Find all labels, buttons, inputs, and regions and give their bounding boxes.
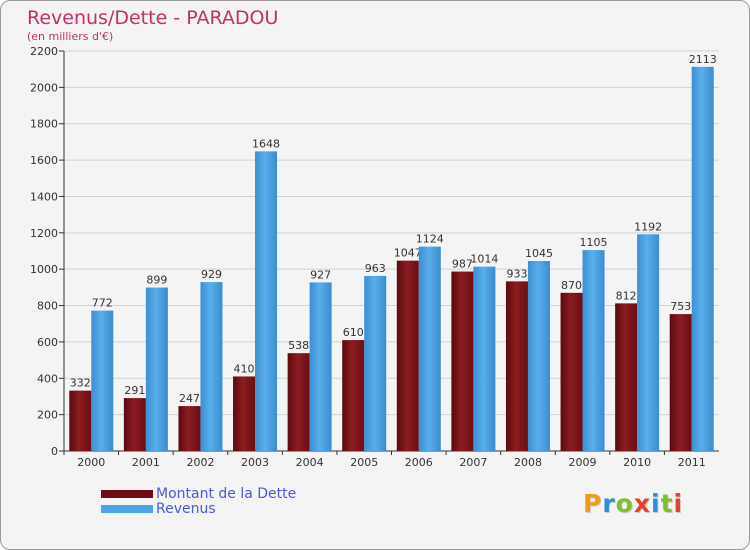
- x-tick-label: 2003: [241, 456, 269, 469]
- bar-revenus: [309, 282, 332, 451]
- data-label-revenus: 899: [146, 274, 167, 287]
- data-label-revenus: 772: [92, 297, 113, 310]
- y-tick-label: 800: [37, 300, 58, 313]
- proxiti-logo: Proxiti: [583, 489, 683, 518]
- bar-dette: [287, 353, 310, 451]
- data-label-dette: 812: [616, 289, 637, 302]
- bar-dette: [669, 314, 692, 451]
- y-tick-label: 2200: [30, 45, 58, 58]
- bar-dette: [342, 340, 365, 451]
- data-label-dette: 247: [179, 392, 200, 405]
- bar-dette: [505, 281, 528, 451]
- bar-dette: [451, 271, 474, 451]
- data-label-dette: 870: [561, 279, 582, 292]
- y-tick-label: 2000: [30, 81, 58, 94]
- y-tick-label: 600: [37, 336, 58, 349]
- bar-revenus: [582, 250, 605, 451]
- legend-label-revenus: Revenus: [156, 501, 216, 517]
- x-tick-label: 2009: [569, 456, 597, 469]
- x-tick-label: 2000: [77, 456, 105, 469]
- y-tick-label: 1800: [30, 118, 58, 131]
- bar-dette: [615, 303, 638, 451]
- bar-revenus: [418, 246, 441, 451]
- data-label-dette: 538: [288, 339, 309, 352]
- data-label-dette: 987: [452, 258, 473, 271]
- y-tick-label: 400: [37, 372, 58, 385]
- legend-swatch-dette: [101, 490, 153, 498]
- data-label-revenus: 1045: [525, 247, 553, 260]
- logo-letter: r: [602, 489, 616, 518]
- y-tick-label: 200: [37, 409, 58, 422]
- x-tick-label: 2004: [296, 456, 324, 469]
- bar-dette: [560, 292, 583, 451]
- bar-revenus: [364, 275, 387, 451]
- data-label-revenus: 963: [365, 262, 386, 275]
- y-tick-label: 1600: [30, 154, 58, 167]
- x-tick-label: 2007: [459, 456, 487, 469]
- x-tick-label: 2008: [514, 456, 542, 469]
- bar-revenus: [255, 151, 278, 451]
- x-tick-label: 2005: [350, 456, 378, 469]
- data-label-revenus: 1648: [252, 137, 280, 150]
- chart-title: Revenus/Dette - PARADOU: [27, 7, 279, 29]
- y-tick-label: 1200: [30, 227, 58, 240]
- bar-dette: [178, 406, 201, 451]
- bar-revenus: [691, 66, 714, 452]
- data-label-revenus: 1014: [470, 253, 498, 266]
- legend-swatch-revenus: [101, 505, 153, 513]
- logo-letter: x: [633, 489, 651, 518]
- data-label-dette: 332: [70, 377, 91, 390]
- bar-revenus: [200, 282, 223, 451]
- data-label-revenus: 1105: [580, 236, 608, 249]
- y-tick-label: 0: [51, 445, 58, 458]
- logo-letter: o: [615, 489, 634, 518]
- data-label-dette: 291: [124, 384, 145, 397]
- bar-dette: [69, 390, 92, 451]
- data-label-revenus: 1192: [634, 220, 662, 233]
- data-label-dette: 1047: [394, 247, 422, 260]
- chart-subtitle: (en milliers d'€): [27, 30, 114, 43]
- data-label-dette: 610: [343, 326, 364, 339]
- logo-letter: i: [651, 489, 661, 518]
- data-label-dette: 753: [670, 300, 691, 313]
- bar-revenus: [527, 261, 550, 451]
- x-tick-label: 2001: [132, 456, 160, 469]
- data-label-revenus: 929: [201, 268, 222, 281]
- bar-dette: [123, 398, 146, 451]
- x-tick-label: 2002: [186, 456, 214, 469]
- data-label-revenus: 1124: [416, 233, 444, 246]
- bar-revenus: [637, 234, 660, 451]
- logo-letter: i: [673, 489, 684, 518]
- data-label-revenus: 2113: [689, 53, 717, 66]
- y-tick-label: 1000: [30, 263, 58, 276]
- logo-letter: t: [660, 489, 674, 518]
- x-tick-label: 2006: [405, 456, 433, 469]
- data-label-revenus: 927: [310, 268, 331, 281]
- bar-dette: [233, 376, 256, 451]
- bar-revenus: [91, 310, 114, 451]
- legend-label-dette: Montant de la Dette: [156, 486, 297, 502]
- logo-letter: P: [583, 489, 603, 518]
- x-tick-label: 2011: [678, 456, 706, 469]
- bar-revenus: [145, 287, 168, 451]
- x-tick-label: 2010: [623, 456, 651, 469]
- data-label-dette: 410: [234, 362, 255, 375]
- bar-dette: [396, 260, 419, 451]
- y-tick-label: 1400: [30, 190, 58, 203]
- data-label-dette: 933: [506, 267, 527, 280]
- bar-revenus: [473, 266, 496, 451]
